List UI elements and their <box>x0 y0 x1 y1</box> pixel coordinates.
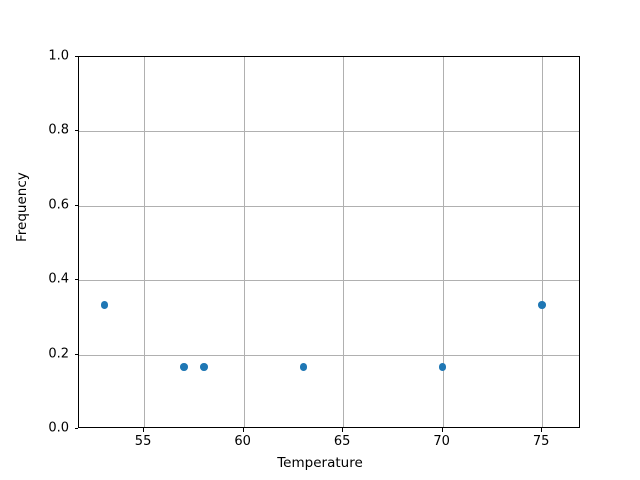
gridline-horizontal <box>79 280 579 282</box>
x-tick-label: 55 <box>134 434 152 449</box>
plot-area <box>79 57 579 427</box>
y-tick-mark <box>74 353 78 355</box>
scatter-point <box>438 363 447 371</box>
gridline-vertical <box>243 57 245 427</box>
scatter-point <box>200 363 208 371</box>
x-axis-label: Temperature <box>277 455 363 471</box>
plot-axes <box>78 56 580 428</box>
y-tick-mark <box>74 56 78 57</box>
x-tick-label: 60 <box>234 434 251 449</box>
gridline-vertical <box>144 57 146 427</box>
scatter-point <box>100 301 109 309</box>
x-tick-mark <box>441 428 443 432</box>
gridline-vertical <box>343 57 345 427</box>
gridline-vertical <box>442 57 444 427</box>
y-tick-mark <box>74 428 78 429</box>
scatter-point <box>180 363 188 371</box>
x-tick-mark <box>342 428 344 432</box>
x-tick-label: 75 <box>532 434 550 449</box>
y-tick-mark <box>74 130 78 132</box>
y-tick-mark <box>74 279 78 281</box>
y-tick-label: 1.0 <box>48 48 69 64</box>
gridline-horizontal <box>79 354 579 356</box>
x-tick-label: 70 <box>433 434 450 449</box>
x-tick-label: 65 <box>333 434 351 449</box>
scatter-point <box>299 363 308 371</box>
y-tick-mark <box>74 204 78 206</box>
x-tick-mark <box>242 428 244 432</box>
x-tick-mark <box>541 428 543 432</box>
y-tick-label: 0.4 <box>48 271 69 287</box>
scatter-point <box>538 301 546 309</box>
y-axis-label: Frequency <box>14 172 30 242</box>
gridline-horizontal <box>79 131 579 133</box>
y-tick-label: 0.8 <box>48 122 69 138</box>
gridline-horizontal <box>79 205 579 207</box>
x-tick-mark <box>143 428 145 432</box>
y-tick-label: 0.0 <box>48 420 69 436</box>
gridline-vertical <box>542 57 544 427</box>
y-tick-label: 0.6 <box>48 197 69 213</box>
y-tick-label: 0.2 <box>48 346 69 362</box>
